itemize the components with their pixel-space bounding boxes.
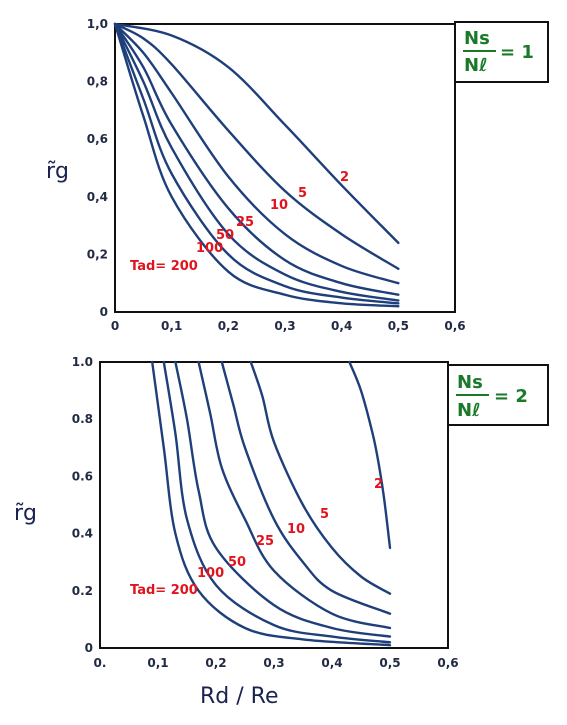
x-tick-labels-bottom: 0. 0,1 0,2 0,3 0,4 0,5 0,6	[94, 656, 459, 670]
x-tick-label: 0,3	[274, 319, 295, 333]
ratio-value-bottom: = 2	[494, 386, 528, 407]
ratio-numerator-bottom: Ns	[457, 372, 483, 393]
y-tick-label: 0,2	[87, 247, 108, 261]
curve-tad-100	[162, 360, 392, 644]
y-axis-label-top: r̃g	[46, 159, 69, 184]
chart-panel-bottom: Ns Nℓ = 2 r̃g Rd / Re 0. 0,1 0,2 0,3 0,4 0,5 0…	[14, 355, 549, 709]
x-tick-label: 0,5	[388, 319, 409, 333]
x-tick-label: 0,2	[218, 319, 239, 333]
curves-top	[113, 22, 400, 308]
x-tick-label: 0,1	[147, 656, 168, 670]
curve-label-5: 5	[298, 186, 307, 201]
curve-label-10: 10	[287, 522, 305, 537]
y-tick-label: 0.2	[72, 584, 93, 598]
x-axis-label-bottom: Rd / Re	[200, 684, 278, 709]
curve-tad-2	[113, 22, 400, 245]
ratio-box-bottom	[447, 364, 549, 426]
curve-tad-25	[197, 360, 392, 630]
x-tick-label: 0,1	[161, 319, 182, 333]
curve-label-2: 2	[340, 170, 349, 185]
ratio-denominator-bottom: Nℓ	[457, 400, 481, 421]
y-tick-label: 0,8	[87, 75, 108, 89]
curve-label-50: 50	[228, 555, 246, 570]
curve-label-200: Tad= 200	[130, 259, 198, 274]
x-tick-label: 0,6	[444, 319, 465, 333]
curve-tad-25	[113, 22, 400, 296]
x-tick-label: 0,6	[437, 656, 458, 670]
ratio-numerator-top: Ns	[464, 28, 490, 49]
x-tick-label: 0,5	[379, 656, 400, 670]
ratio-denominator-top: Nℓ	[464, 55, 488, 76]
curve-tad-10	[113, 22, 400, 285]
x-tick-label: 0,2	[205, 656, 226, 670]
y-tick-label: 0	[100, 305, 108, 319]
curve-label-200: Tad= 200	[130, 583, 198, 598]
curve-tad-5	[249, 360, 392, 595]
y-tick-labels-bottom: 0 0.2 0.4 0.6 0.8 1.0	[72, 355, 93, 655]
curve-label-100: 100	[197, 566, 224, 581]
curve-label-100: 100	[196, 241, 223, 256]
plot-frame-bottom	[99, 361, 449, 649]
ratio-value-top: = 1	[500, 42, 534, 63]
curve-label-25: 25	[256, 534, 274, 549]
y-tick-label: 0.4	[72, 527, 93, 541]
plot-frame-top	[114, 23, 456, 313]
curve-tad-2	[348, 360, 392, 550]
ratio-box-top	[454, 21, 549, 83]
x-tick-label: 0	[111, 319, 119, 333]
y-axis-label-bottom: r̃g	[14, 501, 37, 526]
x-tick-label: 0.	[94, 656, 107, 670]
y-tick-label: 0.8	[72, 412, 93, 426]
curve-tad-100	[113, 22, 400, 305]
chart-panel-top: Ns Nℓ = 1 r̃g 0 0,1 0,2 0,3 0,4 0,5 0,6 0 0,2 0,…	[46, 17, 549, 333]
y-tick-label: 1.0	[72, 355, 93, 369]
y-tick-label: 0.6	[72, 469, 93, 483]
x-tick-label: 0,4	[331, 319, 352, 333]
x-tick-label: 0,3	[263, 656, 284, 670]
curve-tad-50	[113, 22, 400, 302]
curve-tad-50	[174, 360, 392, 638]
curve-tad-200	[113, 22, 400, 308]
curve-label-5: 5	[320, 507, 329, 522]
curve-label-25: 25	[236, 215, 254, 230]
curve-tad-200	[151, 360, 392, 647]
y-tick-label: 0,6	[87, 132, 108, 146]
curves-bottom	[151, 360, 392, 647]
y-tick-label: 0	[85, 641, 93, 655]
curve-label-10: 10	[270, 198, 288, 213]
y-tick-labels-top: 0 0,2 0,4 0,6 0,8 1,0	[87, 17, 108, 319]
x-tick-labels-top: 0 0,1 0,2 0,3 0,4 0,5 0,6	[111, 319, 466, 333]
curve-label-2: 2	[374, 477, 383, 492]
x-tick-label: 0,4	[321, 656, 342, 670]
curve-tad-10	[220, 360, 392, 615]
y-tick-label: 0,4	[87, 190, 108, 204]
curve-label-50: 50	[216, 228, 234, 243]
curve-tad-5	[113, 22, 400, 270]
y-tick-label: 1,0	[87, 17, 108, 31]
